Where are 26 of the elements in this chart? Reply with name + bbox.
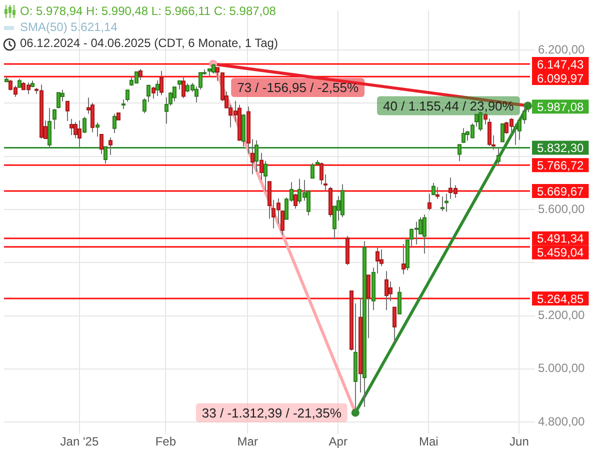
ref-line-label: 6.147,43 (537, 57, 584, 72)
annotation: SMA(50) 5.621,14 (20, 20, 118, 34)
ref-line-label: 6.099,97 (537, 71, 584, 86)
x-tick-label: Apr (328, 434, 348, 449)
chart-subtitle: O: 5.978,94 H: 5.990,48 L: 5.966,11 C: 5.987,08 (20, 4, 276, 18)
y-tick-label: 5.200,00 (538, 308, 586, 322)
y-tick-label: 6.200,00 (538, 42, 586, 56)
ref-line-label: 5.832,30 (537, 141, 584, 156)
ref-line-label: 5.491,34 (537, 232, 584, 246)
series-label: 73 / -156,95 / -2,55% (237, 80, 359, 96)
y-tick-label: 5.000,00 (538, 361, 586, 376)
x-tick-label: Jan '25 (60, 434, 99, 449)
x-tick-label: Feb (155, 434, 176, 449)
x-tick-label: Jun (510, 434, 529, 449)
ref-line-label: 5.264,85 (537, 292, 584, 306)
annotation: 06.12.2024 - 04.06.2025 (CDT, 6 Monate, 1 Tag) (20, 36, 278, 50)
series-label: 33 / -1.312,39 / -21,35% (202, 405, 342, 420)
ref-line-label: 5.669,67 (537, 184, 584, 198)
x-tick-label: Mar (237, 434, 258, 449)
y-tick-label: 4.800,00 (538, 414, 586, 428)
x-tick-label: Mai (419, 434, 438, 449)
ref-line-label: 5.766,72 (537, 158, 584, 172)
ref-line-label: 5.459,04 (537, 246, 584, 260)
text: 5.987,08 (537, 100, 584, 114)
y-tick-label: 5.600,00 (538, 202, 586, 216)
series-label: 40 / 1.155,44 / 23,90% (383, 98, 514, 114)
